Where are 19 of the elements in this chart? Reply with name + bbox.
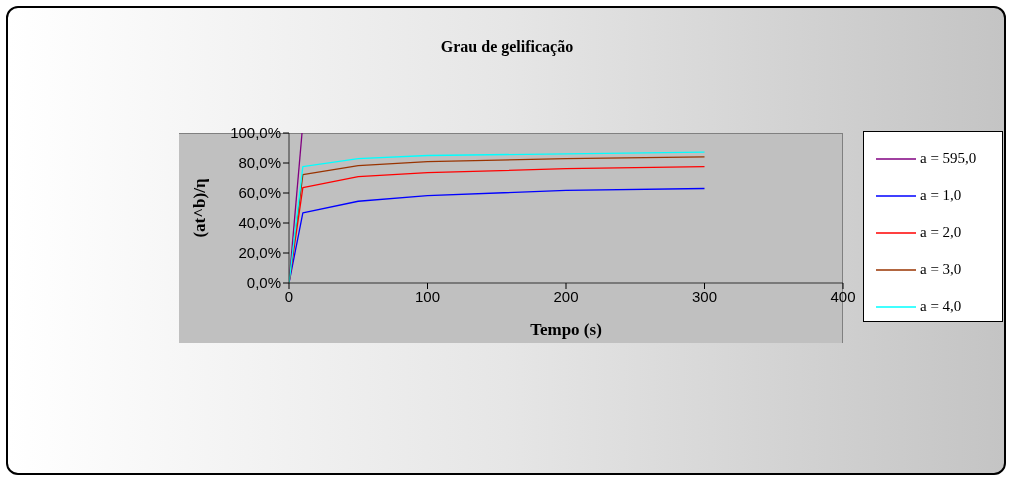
y-tick-label: 40,0% [238, 214, 281, 232]
y-tick-label: 0,0% [246, 274, 281, 292]
chart-title: Grau de gelificação [439, 38, 575, 56]
legend-label: a = 2,0 [920, 224, 962, 241]
x-tick-label: 300 [691, 287, 718, 305]
y-tick-label: 20,0% [238, 244, 281, 262]
x-tick-label: 100 [414, 287, 441, 305]
y-tick-label: 80,0% [238, 154, 281, 172]
x-axis-title: Tempo (s) [530, 320, 602, 339]
legend-label: a = 595,0 [920, 150, 977, 167]
x-tick-label: 200 [553, 287, 579, 305]
y-tick-label: 60,0% [238, 184, 281, 202]
legend-label: a = 1,0 [920, 187, 962, 204]
legend-label: a = 4,0 [920, 298, 962, 315]
legend-label: a = 3,0 [920, 261, 962, 278]
y-axis-title: (at^b)/η [190, 178, 210, 238]
y-tick-label: 100,0% [230, 124, 281, 142]
x-tick-label: 400 [830, 287, 856, 305]
x-tick-label: 0 [284, 287, 294, 305]
